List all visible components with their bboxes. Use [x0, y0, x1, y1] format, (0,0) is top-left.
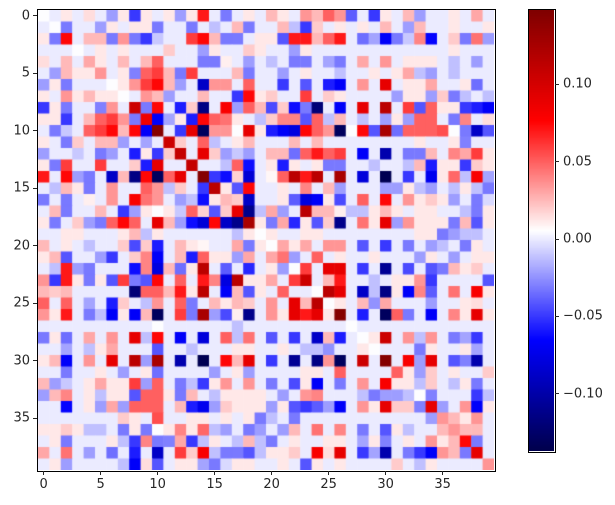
- colorbar-tick-mark: [555, 238, 559, 240]
- colorbar-tick-label: −0.05: [563, 308, 603, 324]
- y-tick-label: 20: [13, 238, 30, 254]
- colorbar-tick-label: −0.10: [563, 386, 603, 402]
- y-tick-mark: [33, 187, 37, 189]
- x-tick-label: 5: [96, 477, 105, 492]
- colorbar-tick-mark: [555, 161, 559, 163]
- x-tick-mark: [157, 471, 159, 475]
- colorbar-tick-mark: [555, 83, 559, 85]
- y-tick-label: 30: [13, 353, 30, 369]
- x-tick-label: 20: [263, 477, 280, 492]
- x-tick-mark: [271, 471, 273, 475]
- y-tick-label: 15: [13, 180, 30, 196]
- x-tick-label: 35: [434, 477, 451, 492]
- x-tick-mark: [100, 471, 102, 475]
- x-tick-mark: [214, 471, 216, 475]
- y-tick-mark: [33, 130, 37, 132]
- x-tick-label: 15: [206, 477, 223, 492]
- x-tick-label: 10: [149, 477, 166, 492]
- y-tick-label: 0: [21, 8, 30, 24]
- y-tick-label: 5: [21, 65, 30, 81]
- x-tick-mark: [442, 471, 444, 475]
- y-tick-label: 10: [13, 123, 30, 139]
- y-tick-mark: [33, 302, 37, 304]
- y-tick-mark: [33, 72, 37, 74]
- x-tick-label: 25: [320, 477, 337, 492]
- y-tick-mark: [33, 245, 37, 247]
- colorbar-tick-label: 0.10: [563, 76, 592, 92]
- x-tick-label: 30: [377, 477, 394, 492]
- colorbar-canvas: [529, 10, 554, 451]
- x-tick-label: 0: [39, 477, 48, 492]
- y-tick-mark: [33, 15, 37, 17]
- colorbar-tick-label: 0.05: [563, 154, 592, 170]
- x-tick-mark: [43, 471, 45, 475]
- colorbar-tick-label: 0.00: [563, 231, 592, 247]
- x-tick-mark: [385, 471, 387, 475]
- y-tick-label: 35: [13, 410, 30, 426]
- colorbar-tick-mark: [555, 393, 559, 395]
- y-tick-mark: [33, 417, 37, 419]
- colorbar-tick-mark: [555, 315, 559, 317]
- y-tick-label: 25: [13, 295, 30, 311]
- y-tick-mark: [33, 360, 37, 362]
- x-tick-mark: [328, 471, 330, 475]
- heatmap-canvas: [38, 10, 494, 470]
